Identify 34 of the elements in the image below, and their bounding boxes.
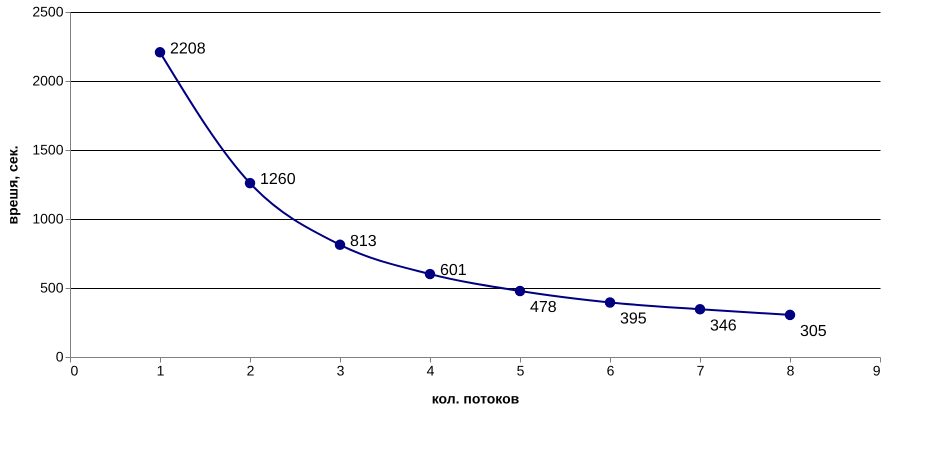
- x-tick-label: 8: [786, 362, 795, 378]
- y-tick-label: 500: [40, 280, 64, 296]
- data-label: 1260: [260, 171, 296, 188]
- point: [514, 286, 526, 296]
- point: [604, 297, 616, 308]
- x-axis-title: кол. потоков: [432, 390, 520, 406]
- x-tick-label: 2: [246, 362, 255, 378]
- y-tick-label: 2000: [32, 72, 64, 88]
- y-tick-label: 0: [56, 348, 64, 364]
- x-tick-label: 0: [70, 362, 78, 378]
- point: [154, 47, 166, 58]
- y-tick-label: 2500: [32, 4, 64, 20]
- data-label: 2208: [170, 40, 206, 58]
- x-tick-label: 9: [872, 362, 881, 378]
- data-label: 305: [800, 322, 827, 340]
- data-label: 395: [620, 310, 647, 328]
- x-tick-label: 1: [156, 362, 165, 378]
- point: [694, 304, 706, 314]
- x-tick-label: 5: [516, 362, 525, 378]
- data-label: 346: [710, 317, 737, 334]
- y-tick-label: 1000: [32, 210, 64, 226]
- y-tick-label: 1500: [32, 142, 64, 158]
- y-axis-title: врешя, сек.: [4, 145, 20, 225]
- x-tick-label: 6: [606, 362, 615, 378]
- x-tick-label: 7: [696, 362, 705, 378]
- data-label: 601: [440, 262, 467, 280]
- point: [244, 178, 256, 188]
- point: [334, 240, 346, 250]
- data-label: 478: [530, 299, 557, 316]
- point: [784, 310, 796, 320]
- x-tick-label: 3: [336, 362, 345, 378]
- data-label: 813: [350, 232, 377, 250]
- point: [424, 268, 436, 280]
- x-tick-label: 4: [426, 362, 435, 378]
